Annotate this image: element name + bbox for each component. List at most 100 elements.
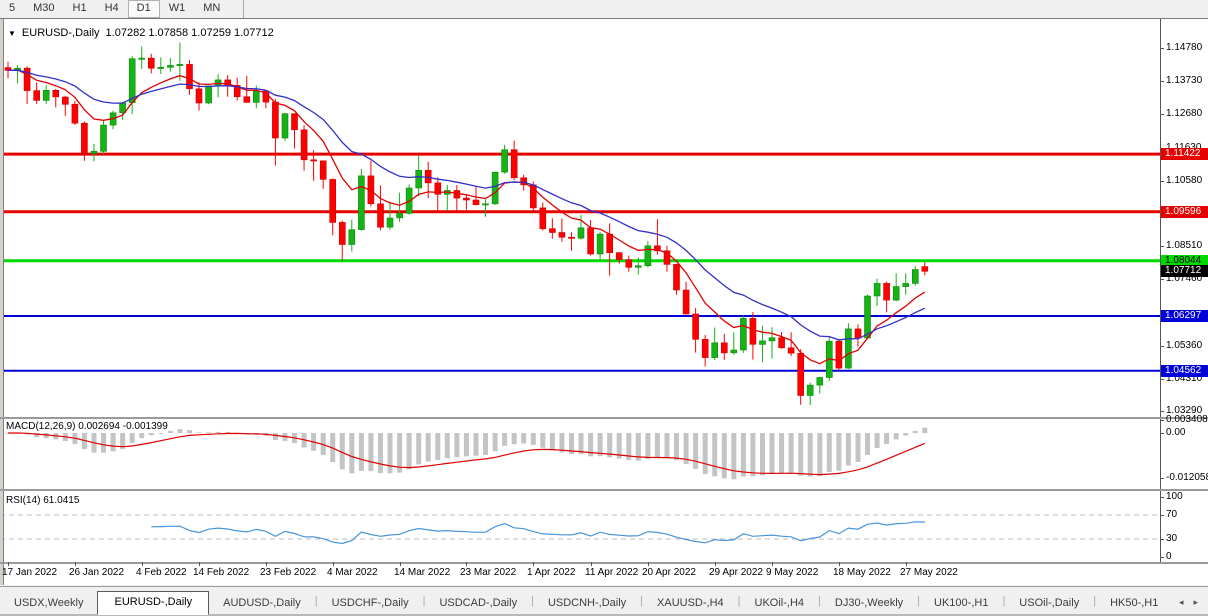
timeframe-toolbar: 5 M30 H1 H4 D1 W1 MN (0, 0, 1208, 19)
tab-usdcad-daily[interactable]: USDCAD-,Daily (439, 597, 518, 609)
rsi-pane-splitter[interactable] (0, 489, 1208, 491)
date-tick (266, 562, 267, 566)
price-tick-label: 1.03290 (1166, 405, 1203, 416)
date-tick (333, 562, 334, 566)
date-tick (400, 562, 401, 566)
tab-divider: | (314, 594, 318, 607)
rsi-label: RSI(14) 61.0415 (6, 495, 80, 506)
rsi-tick-label: 0 (1166, 551, 1172, 562)
price-tick-label: 1.04310 (1166, 373, 1203, 384)
macd-label: MACD(12,26,9) 0.002694 -0.001399 (6, 421, 168, 432)
date-label: 27 May 2022 (900, 567, 958, 578)
tab-dj30-weekly[interactable]: DJ30-,Weekly (834, 597, 904, 609)
rsi-tick-label: 30 (1166, 533, 1178, 544)
symbol-tabbar: USDX,Weekly EURUSD-,Daily AUDUSD-,Daily | US… (0, 586, 1208, 616)
chevron-down-icon[interactable]: ▼ (8, 28, 16, 38)
price-level-badge: 1.04562 (1161, 365, 1208, 377)
axis-tick (1160, 246, 1164, 247)
tab-usdcnh-daily[interactable]: USDCNH-,Daily (547, 597, 627, 609)
date-label: 4 Feb 2022 (136, 567, 187, 578)
tab-divider: | (917, 594, 921, 607)
price-tick-label: 1.07460 (1166, 273, 1203, 284)
timeframe-button-w1[interactable]: W1 (168, 2, 186, 14)
axis-tick (1160, 279, 1164, 280)
axis-tick (1160, 497, 1164, 498)
price-tick-label: 1.11630 (1166, 142, 1201, 153)
tab-divider: | (737, 594, 741, 607)
ohlc-values: 1.07282 1.07858 1.07259 1.07712 (105, 27, 274, 39)
rsi-tick-label: 70 (1166, 509, 1178, 520)
date-label: 1 Apr 2022 (527, 567, 576, 578)
tab-eurusd-daily[interactable]: EURUSD-,Daily (97, 591, 210, 615)
date-label: 23 Mar 2022 (460, 567, 517, 578)
price-tick-label: 1.14780 (1166, 42, 1203, 53)
date-tick (591, 562, 592, 566)
date-label: 17 Jan 2022 (2, 567, 58, 578)
date-tick (142, 562, 143, 566)
tab-xauusd-h4[interactable]: XAUUSD-,H4 (657, 597, 724, 609)
chart-title: ▼ EURUSD-,Daily 1.07282 1.07858 1.07259 … (8, 27, 274, 39)
candlestick-chart-canvas[interactable] (0, 19, 1160, 564)
date-label: 14 Mar 2022 (394, 567, 451, 578)
axis-tick (1160, 411, 1164, 412)
tab-usoil-daily[interactable]: USOil-,Daily (1019, 597, 1080, 609)
tab-usdx-weekly[interactable]: USDX,Weekly (14, 597, 84, 609)
timeframe-button-h1[interactable]: H1 (72, 2, 87, 14)
date-tick (839, 562, 840, 566)
date-label: 14 Feb 2022 (193, 567, 250, 578)
rsi-tick-label: 100 (1166, 491, 1183, 502)
timeframe-button-d1[interactable]: D1 (127, 0, 160, 18)
price-level-badge: 1.06297 (1161, 310, 1208, 322)
date-label: 20 Apr 2022 (642, 567, 696, 578)
axis-tick (1160, 478, 1164, 479)
tab-scroll-right-icon[interactable]: ▸ (1193, 597, 1198, 607)
timeframe-button-mn[interactable]: MN (203, 2, 221, 14)
tab-ukoil-h4[interactable]: UKOil-,H4 (754, 597, 805, 609)
date-label: 18 May 2022 (833, 567, 891, 578)
date-tick (715, 562, 716, 566)
tab-scroll-buttons: ◂ ▸ (1173, 597, 1208, 614)
timeframe-button-h4[interactable]: H4 (104, 2, 119, 14)
axis-tick (1160, 539, 1164, 540)
price-tick-label: 1.13730 (1166, 75, 1203, 86)
date-label: 26 Jan 2022 (69, 567, 125, 578)
tab-divider: | (1093, 594, 1097, 607)
date-axis-separator (0, 562, 1208, 564)
macd-tick-label: 0.003408 (1166, 414, 1208, 425)
tab-audusd-daily[interactable]: AUDUSD-,Daily (223, 597, 301, 609)
date-label: 29 Apr 2022 (709, 567, 763, 578)
toolbar-separator (243, 0, 245, 18)
date-tick (533, 562, 534, 566)
date-label: 9 May 2022 (766, 567, 819, 578)
tab-divider: | (640, 594, 644, 607)
chart-window[interactable]: ▼ EURUSD-,Daily 1.07282 1.07858 1.07259 … (0, 19, 1208, 585)
price-level-badge: 1.11422 (1161, 148, 1208, 160)
date-tick (8, 562, 9, 566)
axis-tick (1160, 515, 1164, 516)
axis-tick (1160, 346, 1164, 347)
axis-tick (1160, 557, 1164, 558)
date-label: 11 Apr 2022 (585, 567, 639, 578)
date-label: 4 Mar 2022 (327, 567, 378, 578)
tab-divider: | (1002, 594, 1006, 607)
price-level-badge: 1.09596 (1161, 206, 1208, 218)
tab-hk50-h1[interactable]: HK50-,H1 (1110, 597, 1159, 609)
axis-tick (1160, 114, 1164, 115)
date-tick (906, 562, 907, 566)
timeframe-button-m30[interactable]: M30 (33, 2, 55, 14)
price-tick-label: 1.12680 (1166, 108, 1203, 119)
tab-scroll-left-icon[interactable]: ◂ (1178, 597, 1184, 607)
date-tick (648, 562, 649, 566)
axis-tick (1160, 420, 1164, 421)
price-tick-label: 1.05360 (1166, 340, 1203, 351)
macd-pane-splitter[interactable] (0, 417, 1208, 419)
tab-uk100-h1[interactable]: UK100-,H1 (934, 597, 989, 609)
axis-tick (1160, 433, 1164, 434)
date-tick (772, 562, 773, 566)
date-tick (466, 562, 467, 566)
axis-tick (1160, 81, 1164, 82)
tab-usdchf-daily[interactable]: USDCHF-,Daily (331, 597, 409, 609)
tab-divider: | (422, 594, 426, 607)
macd-tick-label: 0.00 (1166, 427, 1186, 438)
timeframe-button-5[interactable]: 5 (9, 2, 16, 14)
